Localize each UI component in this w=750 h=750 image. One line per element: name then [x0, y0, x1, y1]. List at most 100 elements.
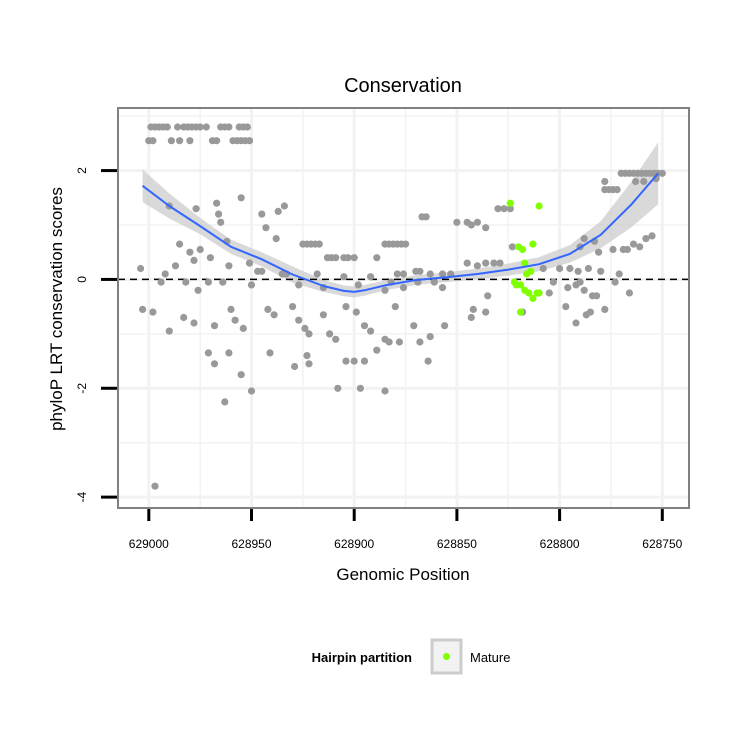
data-point [623, 245, 632, 254]
data-point [237, 194, 245, 202]
mature-point [535, 289, 543, 297]
data-point [190, 256, 198, 264]
mature-point [506, 199, 514, 207]
x-tick-label: 628800 [540, 537, 580, 551]
data-point [601, 177, 609, 186]
data-point [151, 482, 159, 490]
data-point [500, 205, 508, 213]
data-point [202, 123, 210, 131]
data-point [373, 254, 381, 262]
data-point [613, 186, 621, 194]
data-point [176, 240, 184, 248]
data-point [609, 245, 617, 254]
data-point [490, 259, 498, 267]
data-point [539, 264, 547, 273]
y-tick-label: 0 [75, 276, 89, 283]
confidence-ribbon-layer [142, 142, 659, 298]
data-point [615, 270, 623, 278]
data-point [305, 360, 313, 368]
data-point [174, 123, 182, 131]
data-point [194, 286, 202, 294]
data-point [210, 360, 219, 368]
data-point [636, 243, 644, 251]
data-point [225, 349, 233, 357]
mature-point [517, 281, 525, 289]
panel-border [117, 107, 690, 509]
data-point [217, 218, 225, 226]
data-point [556, 264, 564, 273]
series-mature-points [506, 199, 543, 316]
mature-point [529, 240, 537, 248]
data-point [410, 322, 418, 330]
data-point [625, 289, 634, 297]
data-point [225, 123, 233, 131]
data-point [416, 267, 424, 275]
data-point [192, 205, 200, 213]
y-tick-label: 2 [75, 167, 89, 174]
data-point [291, 362, 299, 371]
data-point [139, 305, 147, 313]
data-point [482, 224, 490, 232]
mature-point [525, 289, 533, 297]
data-point [301, 324, 309, 332]
mature-point [535, 202, 543, 210]
x-axis-title: Genomic Position [336, 565, 469, 584]
data-point [658, 169, 666, 177]
mature-point [519, 245, 527, 254]
data-point [426, 270, 434, 278]
panel-background [118, 108, 689, 508]
data-point [245, 259, 254, 267]
data-point [190, 319, 198, 327]
data-point [597, 267, 605, 275]
data-point [182, 278, 190, 286]
data-point [167, 137, 175, 145]
data-point [642, 235, 650, 243]
data-point [219, 278, 227, 286]
data-point [204, 278, 212, 286]
x-tick-label: 628850 [437, 537, 477, 551]
data-point [186, 248, 194, 256]
legend-label-mature: Mature [470, 650, 510, 665]
mature-point [521, 259, 529, 267]
data-point [196, 245, 204, 254]
data-point [545, 289, 553, 297]
data-point [213, 199, 221, 207]
data-point [225, 262, 233, 270]
data-point [289, 303, 297, 311]
data-point [549, 278, 558, 286]
data-point [137, 264, 145, 273]
data-point [640, 177, 648, 186]
data-point [305, 330, 313, 338]
data-point [332, 254, 340, 262]
data-point [463, 259, 471, 267]
data-point [395, 338, 403, 346]
data-point [611, 278, 619, 286]
data-point [356, 384, 364, 392]
data-point [422, 213, 430, 221]
y-axis-title: phyloP LRT conservation scores [47, 187, 66, 431]
loess-smooth-line [141, 172, 659, 293]
data-point [467, 313, 475, 322]
data-point [258, 210, 266, 218]
data-point [186, 137, 194, 145]
x-axis: 629000 628950 628900 628850 628800 628750 [129, 509, 683, 551]
data-point [274, 207, 282, 215]
data-point [247, 387, 256, 395]
data-point [506, 205, 514, 213]
data-point [344, 254, 352, 262]
data-point [508, 243, 516, 251]
data-point [157, 278, 165, 286]
data-point [399, 270, 408, 278]
data-point [574, 267, 582, 275]
data-point [584, 264, 593, 273]
data-point [204, 349, 212, 357]
data-point [601, 305, 609, 313]
data-point [566, 264, 574, 273]
mature-point [529, 294, 537, 303]
data-point [210, 322, 219, 330]
chart-title: Conservation [344, 75, 462, 97]
data-point [171, 262, 180, 270]
x-tick-label: 628900 [334, 537, 374, 551]
data-point [391, 303, 399, 311]
data-point [295, 316, 303, 324]
